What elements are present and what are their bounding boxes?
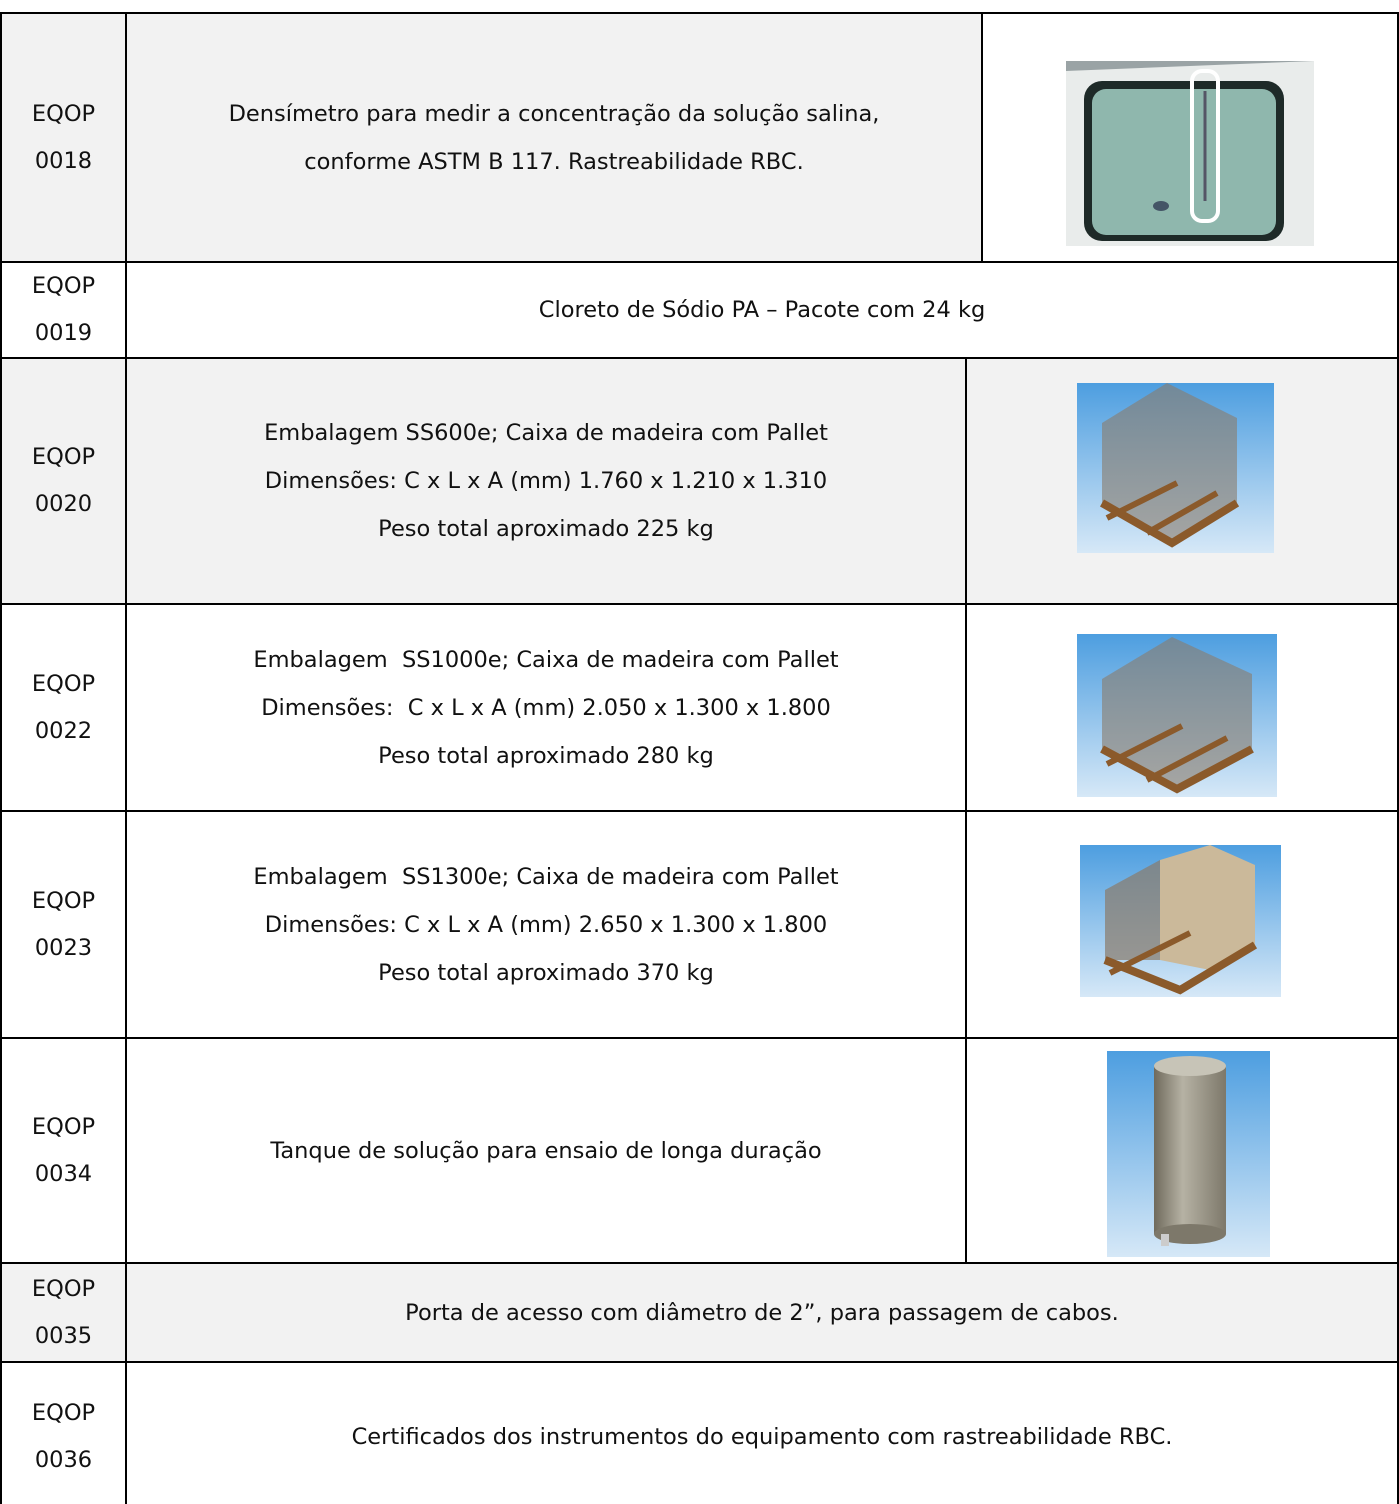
text-line: EQOP xyxy=(31,670,96,697)
text-line: 0034 xyxy=(34,1160,93,1187)
code-cell: EQOP 0035 xyxy=(0,1262,125,1361)
text-line: EQOP xyxy=(31,273,96,299)
text-line: Tanque de solução para ensaio de longa d… xyxy=(270,1137,822,1164)
text-line: 0019 xyxy=(34,320,93,346)
text-line: Porta de acesso com diâmetro de 2”, para… xyxy=(405,1299,1119,1326)
text-line: EQOP xyxy=(31,1400,96,1426)
text-line: Certificados dos instrumentos do equipam… xyxy=(351,1424,1173,1450)
text-line: 0035 xyxy=(34,1322,93,1349)
description-cell: Cloreto de Sódio PA – Pacote com 24 kg xyxy=(125,261,1399,357)
text-line: Embalagem SS1300e; Caixa de madeira com … xyxy=(253,863,839,890)
text-line: 0023 xyxy=(34,934,93,961)
text-line: conforme ASTM B 117. Rastreabilidade RBC… xyxy=(304,148,804,175)
text-line: Dimensões: C x L x A (mm) 2.050 x 1.300 … xyxy=(261,694,831,721)
text-line: Peso total aproximado 225 kg xyxy=(378,516,714,542)
description-cell: Embalagem SS1300e; Caixa de madeira com … xyxy=(125,810,965,1037)
code-cell: EQOP 0034 xyxy=(0,1037,125,1262)
text-line: Dimensões: C x L x A (mm) 2.650 x 1.300 … xyxy=(264,911,828,938)
text-line: EQOP xyxy=(31,1275,96,1302)
text-line: 0020 xyxy=(34,491,93,517)
text-line: EQOP xyxy=(31,887,96,914)
text-line: Dimensões: C x L x A (mm) 1.760 x 1.210 … xyxy=(264,468,828,494)
tank-image xyxy=(1107,1051,1270,1257)
text-line: Embalagem SS600e; Caixa de madeira com P… xyxy=(264,420,828,446)
description-cell: Certificados dos instrumentos do equipam… xyxy=(125,1361,1399,1504)
crate-image xyxy=(1077,383,1274,553)
photo-densimeter xyxy=(1066,61,1314,246)
description-cell: Embalagem SS1000e; Caixa de madeira com … xyxy=(125,603,965,810)
text-line: 0022 xyxy=(34,717,93,744)
code-cell: EQOP 0018 xyxy=(0,12,125,261)
code-cell: EQOP 0019 xyxy=(0,261,125,357)
description-cell: Porta de acesso com diâmetro de 2”, para… xyxy=(125,1262,1399,1361)
text-line: Cloreto de Sódio PA – Pacote com 24 kg xyxy=(538,297,986,323)
description-cell: Tanque de solução para ensaio de longa d… xyxy=(125,1037,965,1262)
code-cell: EQOP 0036 xyxy=(0,1361,125,1504)
text-line: Peso total aproximado 280 kg xyxy=(378,742,714,769)
text-line: Embalagem SS1000e; Caixa de madeira com … xyxy=(253,646,839,673)
code-cell: EQOP 0023 xyxy=(0,810,125,1037)
text-line: Densímetro para medir a concentração da … xyxy=(228,100,880,127)
text-line: 0036 xyxy=(34,1447,93,1473)
crate-image xyxy=(1080,845,1281,997)
description-cell: Densímetro para medir a concentração da … xyxy=(125,12,981,261)
code-cell: EQOP 0020 xyxy=(0,357,125,603)
text-line: Peso total aproximado 370 kg xyxy=(378,959,714,986)
code-cell: EQOP 0022 xyxy=(0,603,125,810)
text-line: 0018 xyxy=(34,147,93,174)
crate-image xyxy=(1077,634,1277,797)
text-line: EQOP xyxy=(31,444,96,470)
description-cell: Embalagem SS600e; Caixa de madeira com P… xyxy=(125,357,965,603)
text-line: EQOP xyxy=(31,100,96,127)
text-line: EQOP xyxy=(31,1113,96,1140)
